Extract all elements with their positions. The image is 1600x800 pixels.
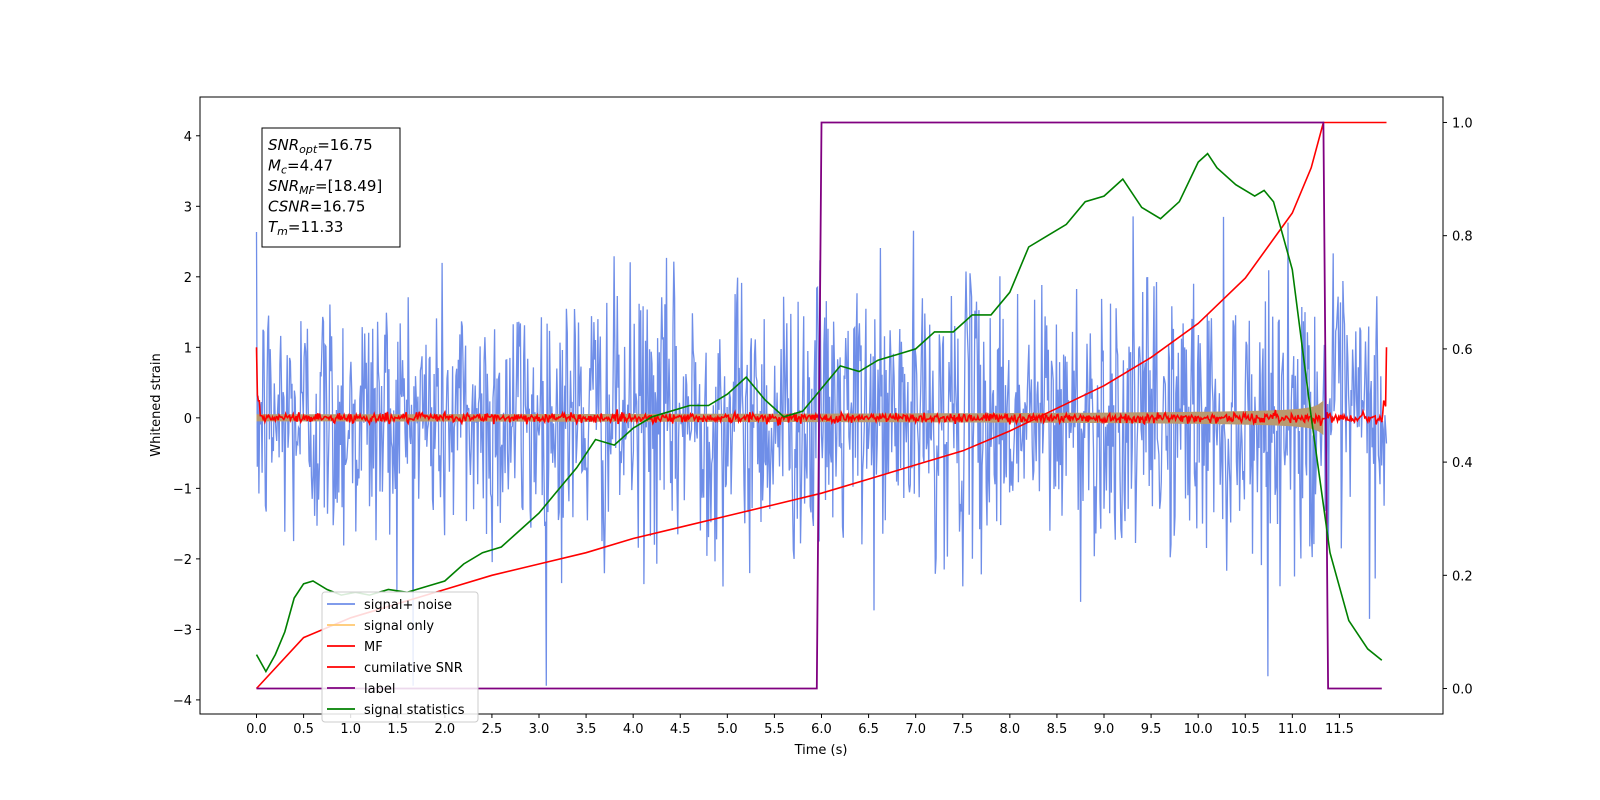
legend-label: signal+ noise — [364, 598, 452, 613]
y-tick-label: −3 — [173, 623, 192, 638]
info-box-frame — [261, 127, 401, 248]
info-box-line: Tm=11.33 — [268, 218, 343, 238]
x-tick-label: 6.0 — [811, 722, 832, 737]
x-tick-label: 2.5 — [482, 722, 503, 737]
legend-label: signal only — [364, 619, 434, 634]
y2-tick-label: 0.0 — [1452, 683, 1473, 698]
legend-frame — [321, 591, 479, 723]
y-tick-label: 1 — [184, 341, 192, 356]
legend-label: MF — [364, 640, 383, 655]
series-layer — [255, 121, 1388, 690]
y2-tick-label: 0.4 — [1452, 456, 1473, 471]
info-box-line: SNRopt=16.75 — [268, 136, 373, 156]
x-tick-label: 5.5 — [764, 722, 785, 737]
x-tick-label: 2.0 — [434, 722, 455, 737]
info-box-line: CSNR=16.75 — [268, 198, 365, 216]
x-tick-label: 0.5 — [293, 722, 314, 737]
y-tick-label: 3 — [184, 200, 192, 215]
x-tick-label: 5.0 — [717, 722, 738, 737]
legend-label: label — [364, 682, 395, 697]
series-mf-line — [255, 347, 1388, 427]
x-tick-label: 3.5 — [576, 722, 597, 737]
series-signal-statistics-line — [255, 152, 1383, 674]
y2-tick-label: 0.8 — [1452, 230, 1473, 245]
x-tick-label: 11.5 — [1325, 722, 1354, 737]
y-axis-left: 4 3 2 1 0 −1 −2 −3 −4 — [173, 130, 200, 709]
x-tick-label: 0.0 — [246, 722, 267, 737]
info-box-line: Mc=4.47 — [268, 157, 333, 177]
y-tick-label: 0 — [184, 412, 192, 427]
y2-tick-label: 0.2 — [1452, 569, 1473, 584]
x-tick-label: 10.5 — [1231, 722, 1260, 737]
legend: signal+ noise signal only MF cumilative SNR… — [321, 591, 479, 723]
x-tick-label: 7.0 — [905, 722, 926, 737]
x-tick-label: 9.0 — [1094, 722, 1115, 737]
x-tick-label: 3.0 — [529, 722, 550, 737]
x-tick-label: 8.5 — [1047, 722, 1068, 737]
x-tick-label: 10.0 — [1184, 722, 1213, 737]
y-tick-label: −4 — [173, 694, 192, 709]
x-tick-label: 11.0 — [1278, 722, 1307, 737]
x-axis: 0.0 0.5 1.0 1.5 2.0 2.5 3.0 3.5 4.0 4.5 5.0 5.5 6.0 6… — [246, 714, 1354, 737]
y2-tick-label: 0.6 — [1452, 343, 1473, 358]
y2-tick-label: 1.0 — [1452, 116, 1473, 131]
y-tick-label: −1 — [173, 482, 192, 497]
x-tick-label: 4.5 — [670, 722, 691, 737]
series-cumulative-snr-line — [255, 121, 1387, 690]
y-axis-right: 1.0 0.8 0.6 0.4 0.2 0.0 — [1443, 116, 1473, 698]
x-axis-label: Time (s) — [794, 743, 848, 758]
x-tick-label: 8.0 — [999, 722, 1020, 737]
x-tick-label: 9.5 — [1141, 722, 1162, 737]
x-tick-label: 6.5 — [858, 722, 879, 737]
series-label-line — [256, 121, 1382, 690]
legend-label: signal statistics — [364, 703, 465, 718]
y-axis-label: Whitened strain — [149, 353, 164, 456]
x-tick-label: 1.0 — [340, 722, 361, 737]
x-tick-label: 4.0 — [623, 722, 644, 737]
info-box: SNRopt=16.75Mc=4.47SNRMF=[18.49]CSNR=16.… — [261, 127, 401, 248]
x-tick-label: 1.5 — [387, 722, 408, 737]
x-tick-label: 7.5 — [952, 722, 973, 737]
y-tick-label: 2 — [184, 271, 192, 286]
y-tick-label: 4 — [184, 130, 192, 145]
series-signal-noise-line — [255, 216, 1388, 686]
info-box-line: SNRMF=[18.49] — [268, 177, 382, 197]
legend-label: cumilative SNR — [364, 661, 463, 676]
y-tick-label: −2 — [173, 553, 192, 568]
